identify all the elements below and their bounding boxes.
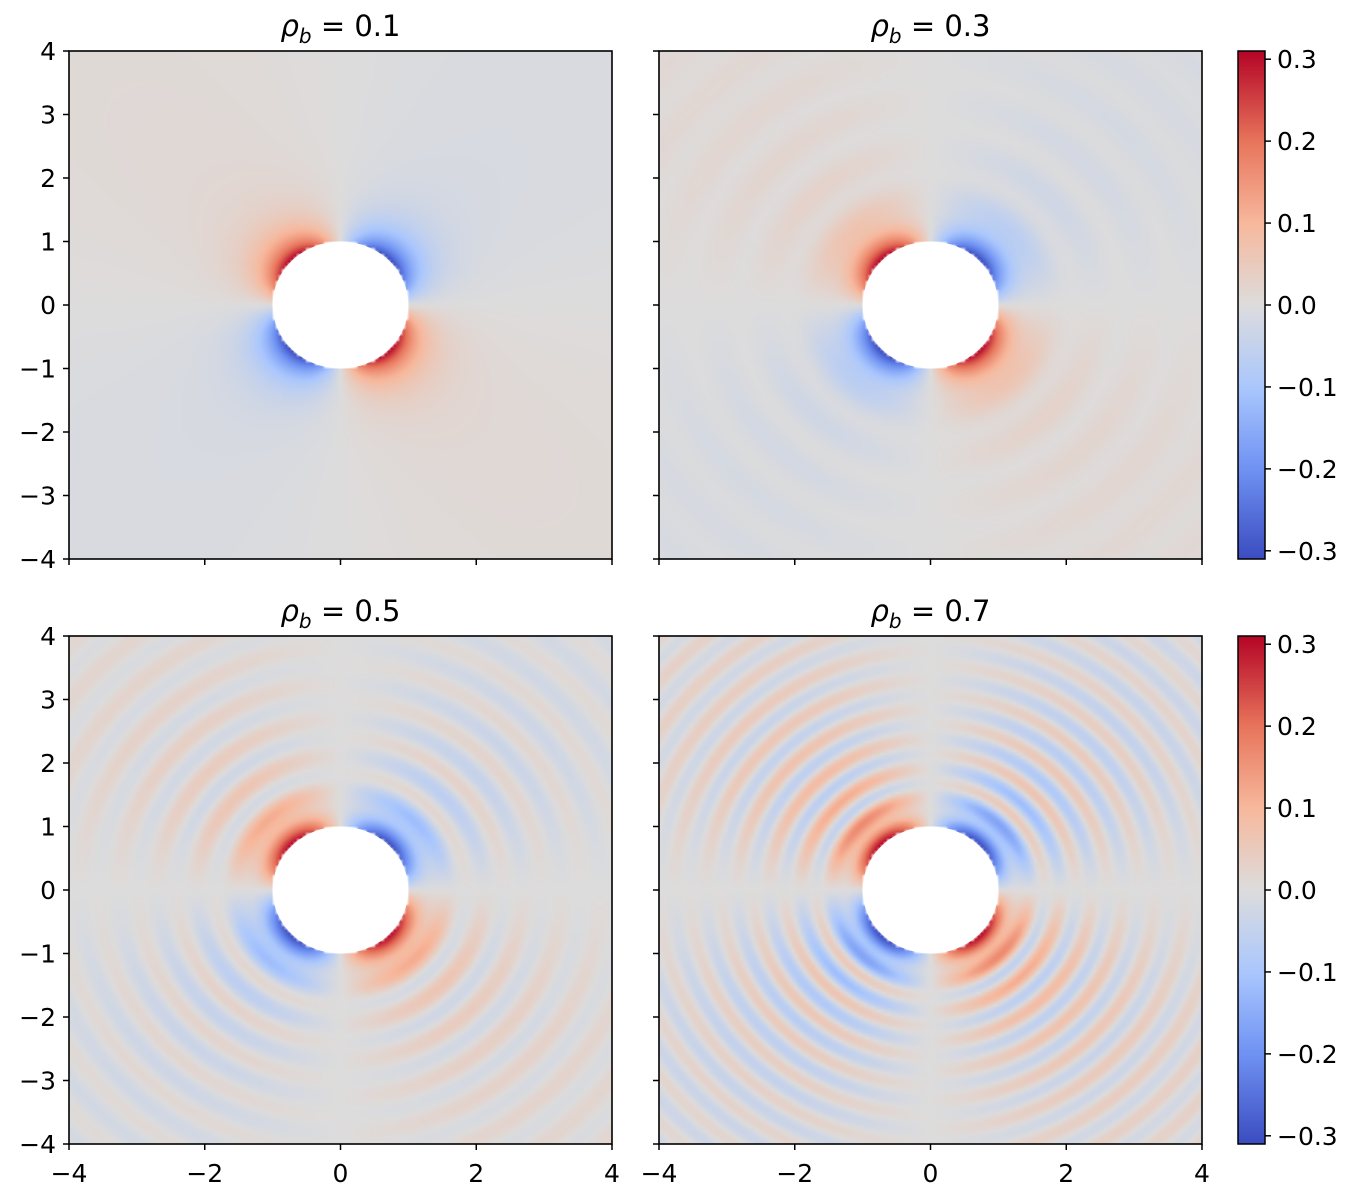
colorbar-tick-label: 0.3 [1277,630,1317,659]
panel-title: ρb = 0.5 [281,594,401,633]
x-tick-label: 2 [468,1159,484,1188]
colorbar-2: 0.3 0.2 0.1 0.0 −0.1 −0.2 −0.3 [1237,630,1338,1151]
x-tick-label: −4 [641,1159,678,1188]
y-tick-label: 1 [40,813,56,842]
y-tick-label: −4 [19,1130,56,1159]
y-tick-label: −4 [19,545,56,574]
colorbar-gradient [1238,636,1265,1144]
x-tick-label: 0 [333,1159,349,1188]
x-tick-label: −2 [186,1159,223,1188]
panel-3: 4 3 2 1 0 −1 −2 −3 −4−4 −2 0 2 4 ρb = 0.5 [19,594,620,1188]
colorbar-tick-label: −0.2 [1277,455,1338,484]
panel-4: −4 −2 0 2 4 ρb = 0.7 [641,594,1210,1188]
y-tick-label: 2 [40,164,56,193]
y-tick-label: −2 [19,1003,56,1032]
x-tick-label: 0 [923,1159,939,1188]
colorbar-tick-label: 0.1 [1277,794,1317,823]
colorbar-1: 0.3 0.2 0.1 0.0 −0.1 −0.2 −0.3 [1237,45,1338,566]
y-tick-label: 4 [40,622,56,651]
y-tick-label: −1 [19,355,56,384]
x-tick-label: 2 [1058,1159,1074,1188]
panel-title: ρb = 0.7 [871,594,991,633]
hole-disk [862,241,999,369]
colorbar-tick-label: 0.2 [1277,712,1317,741]
colorbar-tick-label: 0.0 [1277,876,1317,905]
y-tick-label: 3 [40,101,56,130]
hole-disk [272,826,409,954]
panel-2: ρb = 0.3 [653,9,1203,565]
colorbar-tick-label: 0.2 [1277,127,1317,156]
y-tick-label: 4 [40,37,56,66]
x-tick-label: 4 [1194,1159,1210,1188]
colorbar-tick-label: −0.3 [1277,537,1338,566]
colorbar-tick-label: −0.1 [1277,958,1338,987]
hole-disk [862,826,999,954]
colorbar-tick-label: −0.3 [1277,1122,1338,1151]
x-tick-label: 4 [604,1159,620,1188]
colorbar-tick-label: 0.0 [1277,291,1317,320]
colorbar-tick-label: 0.1 [1277,209,1317,238]
y-tick-label: 0 [40,291,56,320]
x-tick-label: −4 [51,1159,88,1188]
y-tick-label: 0 [40,876,56,905]
y-tick-label: 2 [40,749,56,778]
colorbar-tick-label: −0.2 [1277,1040,1338,1069]
y-tick-label: −2 [19,418,56,447]
panel-title: ρb = 0.1 [281,9,401,48]
y-tick-label: −3 [19,1067,56,1096]
y-tick-label: 3 [40,686,56,715]
y-tick-label: −1 [19,940,56,969]
y-tick-label: 1 [40,228,56,257]
hole-disk [272,241,409,369]
colorbar-tick-label: −0.1 [1277,373,1338,402]
colorbar-gradient [1238,51,1265,559]
panel-title: ρb = 0.3 [871,9,991,48]
colorbar-tick-label: 0.3 [1277,45,1317,74]
y-tick-label: −3 [19,482,56,511]
panel-1: 4 3 2 1 0 −1 −2 −3 −4 ρb = 0.1 [19,9,613,574]
x-tick-label: −2 [776,1159,813,1188]
